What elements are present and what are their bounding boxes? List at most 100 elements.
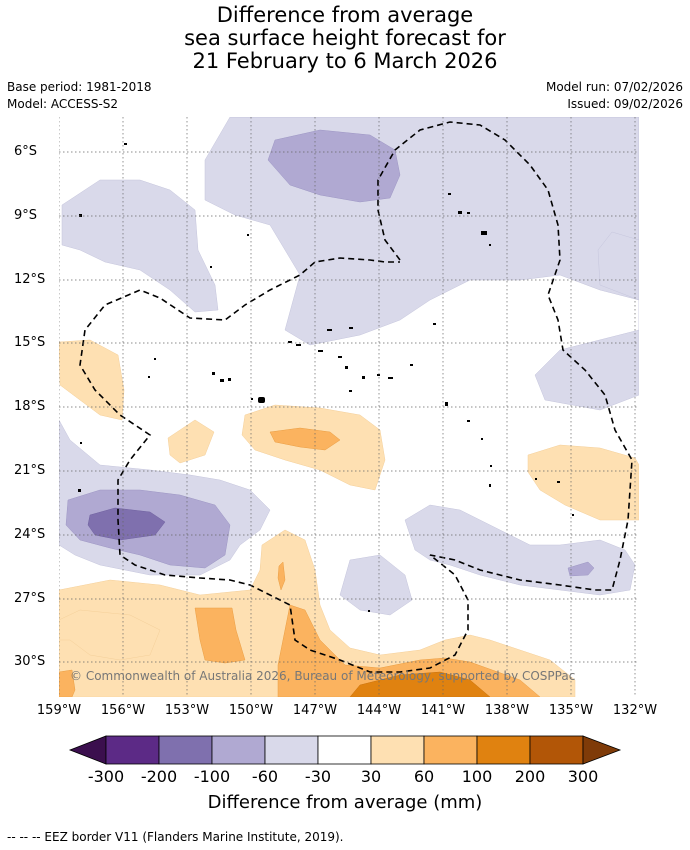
lat-label: 30°S (14, 654, 46, 669)
colorbar-title: Difference from average (mm) (207, 792, 483, 813)
island-marker (467, 212, 470, 214)
island-marker (410, 364, 413, 366)
base-period-label: Base period: 1981-2018 (7, 80, 152, 94)
positive-anomaly-region-west-small (167, 419, 215, 464)
lat-label: 12°S (14, 272, 46, 287)
colorbar-swatch (211, 735, 266, 765)
positive-anomaly-core-central (269, 427, 341, 451)
lon-label: 150°W (228, 703, 274, 718)
lon-label: 156°W (100, 703, 146, 718)
colorbar-swatch (529, 735, 584, 765)
colorbar-swatch (158, 735, 213, 765)
lon-label: 144°W (356, 703, 402, 718)
negative-anomaly-region-northwest (61, 179, 219, 313)
colorbar-tick-label: 300 (567, 767, 599, 786)
positive-anomaly-region-west (59, 339, 125, 421)
island-marker (212, 372, 215, 375)
colorbar-tick-label: 100 (461, 767, 493, 786)
lat-label: 24°S (14, 527, 46, 542)
island-marker (481, 231, 487, 235)
colorbar-extend-high (582, 735, 622, 765)
island-marker (489, 484, 491, 487)
colorbar-tick-label: 200 (514, 767, 546, 786)
island-marker (388, 377, 393, 379)
colorbar-tick-label: 30 (360, 767, 382, 786)
colorbar-tick-label: -300 (87, 767, 125, 786)
lon-label: 138°W (484, 703, 530, 718)
colorbar-tick-label: -100 (193, 767, 231, 786)
island-markers (78, 143, 574, 612)
island-marker (345, 366, 348, 369)
colorbar-swatch (105, 735, 160, 765)
island-marker (349, 390, 352, 392)
colorbar-tick-label: -30 (304, 767, 332, 786)
island-marker (251, 398, 253, 400)
lon-label: 159°W (36, 703, 82, 718)
colorbar-tick-label: 60 (413, 767, 435, 786)
island-marker (362, 376, 365, 379)
eez-border-line (79, 121, 633, 673)
lon-label: 147°W (292, 703, 338, 718)
negative-anomaly-core-north (267, 129, 401, 203)
negative-anomaly-region-central-south (339, 554, 413, 616)
eez-borders (79, 121, 633, 673)
map-title-line-1: Difference from average (216, 3, 474, 27)
colorbar-swatch (317, 735, 372, 765)
map-title-line-3: 21 February to 6 March 2026 (192, 49, 498, 73)
island-marker (296, 344, 301, 346)
island-marker (124, 143, 127, 145)
negative-anomaly-core-east (567, 561, 595, 577)
island-marker (228, 378, 231, 381)
issued-label: Issued: 09/02/2026 (567, 97, 683, 111)
island-marker (80, 442, 82, 444)
lat-label: 6°S (14, 144, 38, 159)
island-marker (481, 438, 483, 440)
colorbar-swatch (423, 735, 478, 765)
positive-anomaly-core-west-edge (59, 669, 76, 697)
colorbar-swatch (476, 735, 531, 765)
lon-label: 132°W (612, 703, 658, 718)
map-title-line-2: sea surface height forecast for (184, 26, 506, 50)
model-run-label: Model run: 07/02/2026 (545, 80, 683, 94)
island-marker (349, 327, 353, 329)
island-marker (445, 402, 448, 406)
positive-anomaly-core-south (277, 604, 541, 697)
eez-legend-note: -- -- -- EEZ border V11 (Flanders Marine… (7, 830, 344, 844)
colorbar-swatch (370, 735, 425, 765)
lat-label: 18°S (14, 399, 46, 414)
island-marker (288, 341, 292, 343)
positive-anomaly-region-east (527, 444, 639, 521)
positive-anomaly-core-tiny (277, 561, 286, 591)
island-marker (78, 489, 81, 492)
island-marker (79, 214, 82, 217)
graticule (59, 117, 639, 697)
island-marker (458, 211, 462, 214)
lat-label: 27°S (14, 591, 46, 606)
island-marker (467, 420, 470, 422)
island-marker (368, 610, 370, 612)
positive-anomaly-core-southwest (194, 607, 246, 664)
lon-label: 153°W (164, 703, 210, 718)
island-marker (377, 374, 380, 376)
island-marker (210, 266, 212, 268)
lat-label: 9°S (14, 208, 38, 223)
island-marker (557, 481, 560, 483)
island-marker (338, 356, 342, 358)
colorbar-extend-low (68, 735, 107, 765)
colorbar-tick-label: -200 (140, 767, 178, 786)
island-marker (148, 376, 150, 378)
island-marker (247, 234, 249, 236)
island-marker (258, 397, 265, 403)
island-marker (489, 244, 491, 246)
island-marker (154, 358, 156, 360)
colorbar-tick-label: -60 (251, 767, 279, 786)
positive-anomaly-peak-south (349, 671, 491, 697)
island-marker (433, 323, 436, 325)
colorbar-swatch (264, 735, 319, 765)
island-marker (535, 478, 537, 480)
lat-label: 15°S (14, 335, 46, 350)
contour-layer (59, 117, 639, 697)
copyright-notice: © Commonwealth of Australia 2026, Bureau… (70, 669, 576, 683)
positive-anomaly-region-south (59, 529, 576, 697)
